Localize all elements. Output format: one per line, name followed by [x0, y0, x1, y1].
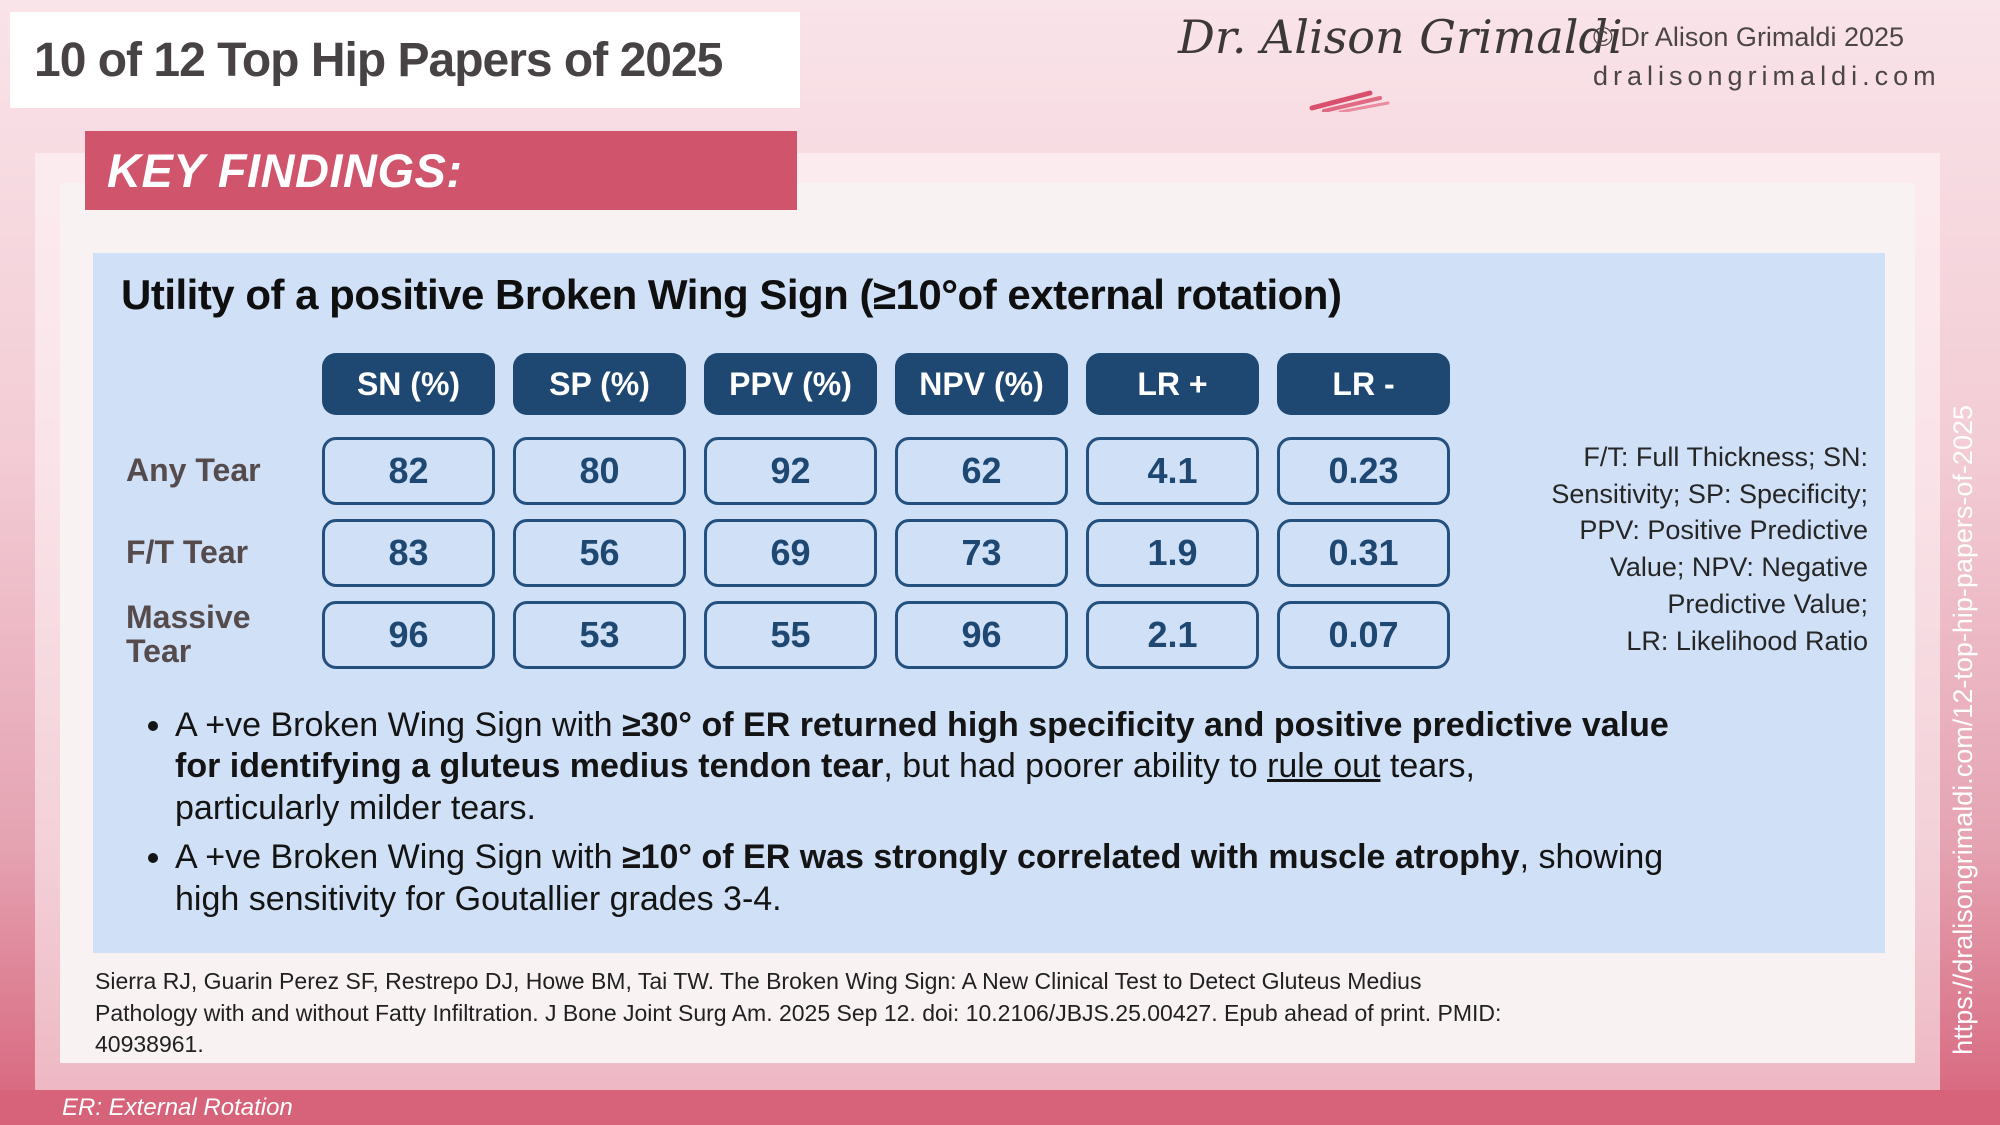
key-findings-label: KEY FINDINGS: [107, 144, 463, 197]
table-cell: 62 [895, 437, 1068, 505]
table-cell: 73 [895, 519, 1068, 587]
column-header-lr-plus: LR + [1086, 353, 1259, 415]
column-header-sp: SP (%) [513, 353, 686, 415]
table-cell: 69 [704, 519, 877, 587]
row-label-any-tear: Any Tear [126, 452, 261, 489]
page-title: 10 of 12 Top Hip Papers of 2025 [34, 33, 723, 87]
row-label-ft-tear: F/T Tear [126, 534, 249, 571]
table-cell: 82 [322, 437, 495, 505]
table-cell: 96 [322, 601, 495, 669]
table-cell: 0.23 [1277, 437, 1450, 505]
website-link[interactable]: dralisongrimaldi.com [1593, 61, 1941, 91]
key-findings-banner: KEY FINDINGS: [85, 131, 797, 210]
table-cell: 92 [704, 437, 877, 505]
table-cell: 2.1 [1086, 601, 1259, 669]
table-cell: 53 [513, 601, 686, 669]
table-cell: 0.31 [1277, 519, 1450, 587]
column-header-ppv: PPV (%) [704, 353, 877, 415]
footer-bar: ER: External Rotation [0, 1090, 2000, 1125]
key-findings-panel: Utility of a positive Broken Wing Sign (… [93, 253, 1885, 953]
table-cell: 96 [895, 601, 1068, 669]
copyright-block: © Dr Alison Grimaldi 2025 dralisongrimal… [1593, 22, 1941, 92]
sidebar-url[interactable]: https://dralisongrimaldi.com/12-top-hip-… [1936, 350, 1990, 1110]
key-findings-bullets: A +ve Broken Wing Sign with ≥30° of ER r… [129, 705, 1869, 928]
signature-swoosh-icon [1309, 90, 1390, 112]
column-header-npv: NPV (%) [895, 353, 1068, 415]
table-title: Utility of a positive Broken Wing Sign (… [121, 271, 1342, 318]
abbreviation-legend: F/T: Full Thickness; SN: Sensitivity; SP:… [1551, 442, 1868, 656]
bullet-item: A +ve Broken Wing Sign with ≥30° of ER r… [175, 705, 1869, 829]
brand-signature: Dr. Alison Grimaldi [1178, 10, 1623, 64]
table-cell: 83 [322, 519, 495, 587]
paper-citation: Sierra RJ, Guarin Perez SF, Restrepo DJ,… [95, 968, 1502, 1058]
row-label-massive-tear: Massive Tear [126, 599, 251, 669]
table-cell: 0.07 [1277, 601, 1450, 669]
table-cell: 4.1 [1086, 437, 1259, 505]
copyright-text: © Dr Alison Grimaldi 2025 [1593, 22, 1905, 52]
column-header-sn: SN (%) [322, 353, 495, 415]
table-cell: 1.9 [1086, 519, 1259, 587]
table-cell: 56 [513, 519, 686, 587]
sidebar-url-text[interactable]: https://dralisongrimaldi.com/12-top-hip-… [1947, 405, 1978, 1055]
page-title-box: 10 of 12 Top Hip Papers of 2025 [10, 12, 800, 108]
footer-note: ER: External Rotation [62, 1093, 293, 1121]
bullet-item: A +ve Broken Wing Sign with ≥10° of ER w… [175, 837, 1869, 920]
table-cell: 80 [513, 437, 686, 505]
column-header-lr-minus: LR - [1277, 353, 1450, 415]
table-cell: 55 [704, 601, 877, 669]
